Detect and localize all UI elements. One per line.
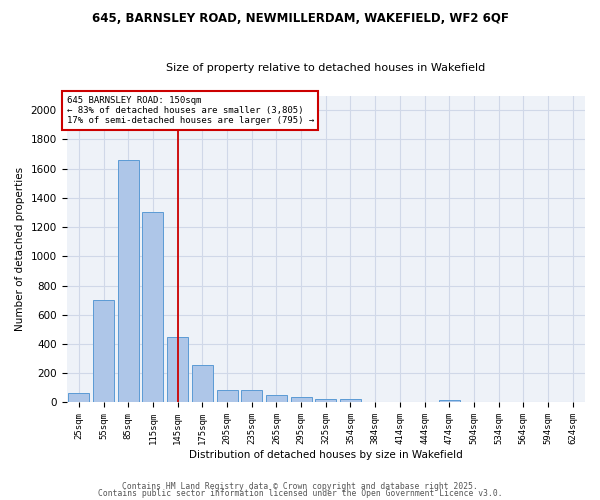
Bar bbox=[68, 393, 89, 402]
Text: 645, BARNSLEY ROAD, NEWMILLERDAM, WAKEFIELD, WF2 6QF: 645, BARNSLEY ROAD, NEWMILLERDAM, WAKEFI… bbox=[92, 12, 508, 26]
Bar bbox=[217, 390, 238, 402]
Bar bbox=[266, 395, 287, 402]
Text: 645 BARNSLEY ROAD: 150sqm
← 83% of detached houses are smaller (3,805)
17% of se: 645 BARNSLEY ROAD: 150sqm ← 83% of detac… bbox=[67, 96, 314, 126]
Y-axis label: Number of detached properties: Number of detached properties bbox=[15, 167, 25, 331]
Bar bbox=[439, 400, 460, 402]
Bar bbox=[241, 390, 262, 402]
Bar bbox=[167, 338, 188, 402]
Bar bbox=[340, 399, 361, 402]
X-axis label: Distribution of detached houses by size in Wakefield: Distribution of detached houses by size … bbox=[189, 450, 463, 460]
Bar bbox=[142, 212, 163, 402]
Bar bbox=[118, 160, 139, 402]
Title: Size of property relative to detached houses in Wakefield: Size of property relative to detached ho… bbox=[166, 62, 485, 72]
Bar bbox=[315, 399, 336, 402]
Bar bbox=[290, 396, 311, 402]
Text: Contains HM Land Registry data © Crown copyright and database right 2025.: Contains HM Land Registry data © Crown c… bbox=[122, 482, 478, 491]
Bar bbox=[93, 300, 114, 402]
Text: Contains public sector information licensed under the Open Government Licence v3: Contains public sector information licen… bbox=[98, 490, 502, 498]
Bar bbox=[192, 366, 213, 403]
